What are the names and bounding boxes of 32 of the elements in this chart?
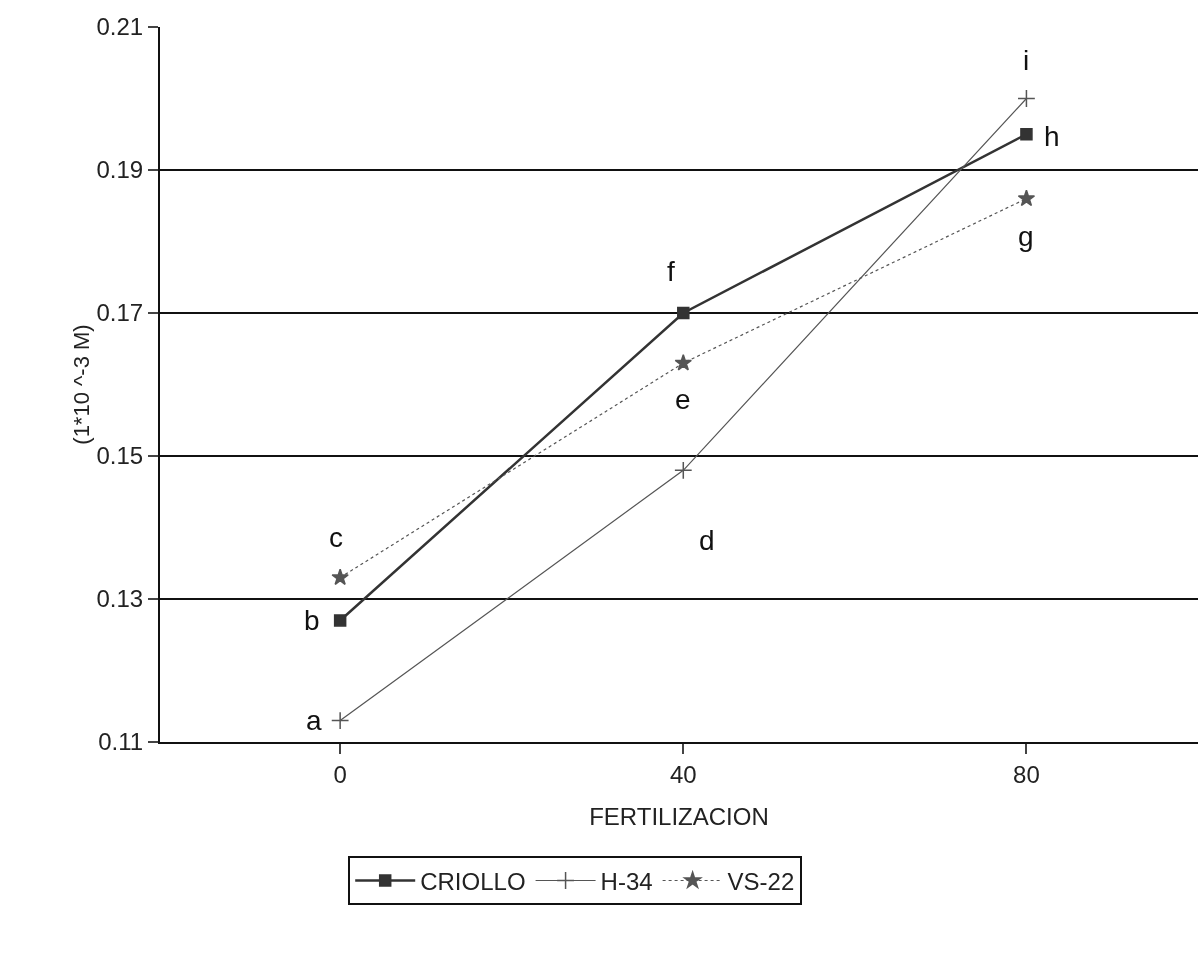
annotation: a [306,705,322,736]
annotation: h [1044,121,1060,152]
x-tick-label: 40 [669,760,697,788]
y-tick-label: 0.17 [96,299,144,327]
x-tick-label: 80 [1013,760,1040,788]
annotation: g [1018,221,1034,252]
point [1020,128,1033,141]
y-tick-label: 0.11 [98,728,144,756]
y-tick-label: 0.21 [96,13,144,41]
x-tick-label: 0 [333,760,347,788]
point [331,711,350,730]
annotation: i [1023,45,1030,76]
y-tick-label: 0.15 [96,442,144,470]
y-axis-title: (1*10 ^-3 M) [69,324,95,445]
annotation: e [675,384,691,415]
point [677,306,690,320]
y-tick-label: 0.19 [96,156,144,184]
annotation: c [329,522,343,553]
point [674,353,693,371]
point [331,568,349,586]
point [1017,189,1036,207]
legend-label: VS-22 [727,867,795,895]
point [333,614,347,627]
legend-label: H-34 [600,867,653,895]
x-axis-title: FERTILIZACION [589,803,769,830]
legend-label: CRIOLLO [420,867,526,895]
point [674,461,693,480]
annotation: f [667,256,675,287]
annotation: b [304,605,320,636]
point [1017,89,1036,108]
annotation: d [699,525,715,556]
y-tick-label: 0.13 [96,585,144,613]
